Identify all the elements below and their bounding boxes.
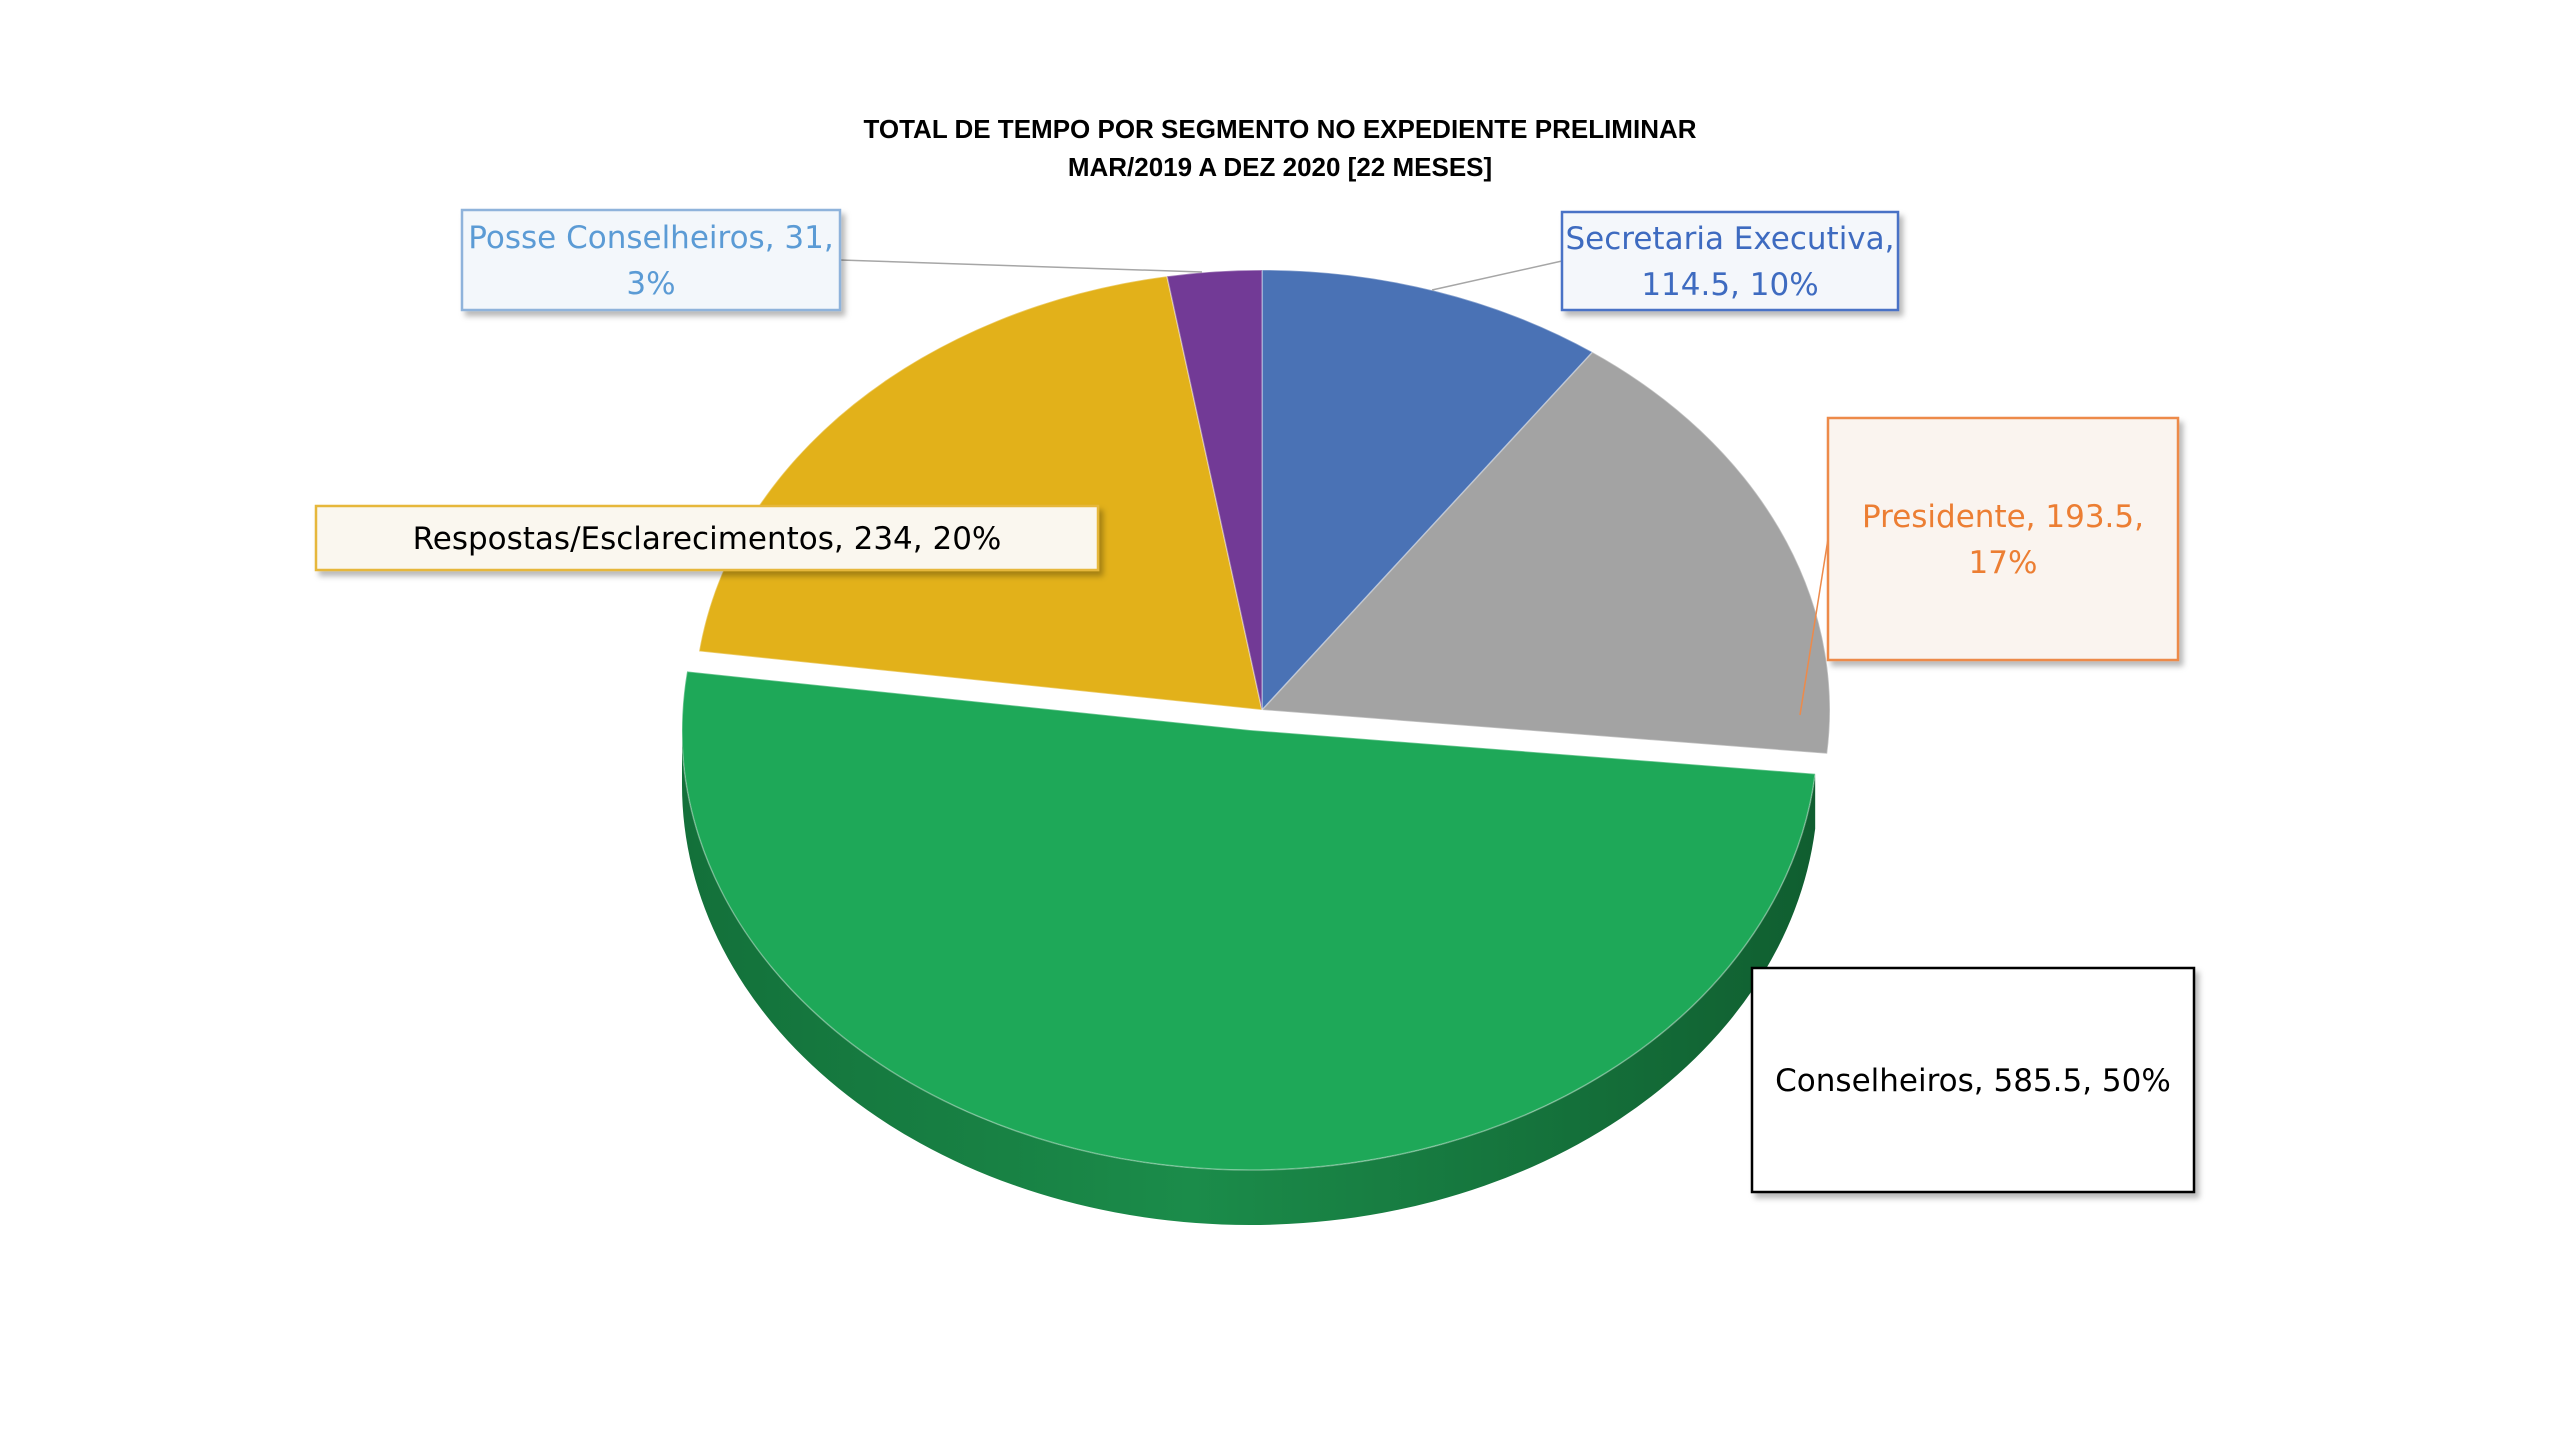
leader-line-secretaria-executiva xyxy=(1431,260,1563,291)
leader-line-presidente xyxy=(1799,538,1829,716)
label-box-presidente xyxy=(1826,416,2180,662)
pie-slice-presidente xyxy=(1260,351,1831,755)
label-box-secretaria-executiva xyxy=(1560,210,1900,312)
label-box-posse-conselheiros xyxy=(460,208,842,312)
pie-slice-posse-conselheiros xyxy=(1166,269,1263,711)
data-label-secretaria-executiva-line-2: 114.5, 10% xyxy=(1641,267,1818,303)
data-label-posse-conselheiros-line-1: Posse Conselheiros, 31, xyxy=(468,220,833,256)
leader-line-posse-conselheiros xyxy=(839,259,1203,273)
label-box-conselheiros xyxy=(1750,966,2196,1194)
data-label-presidente-line-1: Presidente, 193.5, xyxy=(1862,499,2144,535)
pie-slice-respostas-esclarecimentos xyxy=(698,275,1263,711)
data-label-respostas-esclarecimentos: Respostas/Esclarecimentos, 234, 20% xyxy=(413,521,1002,557)
pie-slice-secretaria-executiva xyxy=(1261,269,1594,712)
data-label-conselheiros: Conselheiros, 585.5, 50% xyxy=(1775,1063,2171,1099)
chart-title-line-2: MAR/2019 A DEZ 2020 [22 MESES] xyxy=(1068,152,1492,182)
slice-labels: Secretaria Executiva, 114.5, 10% President… xyxy=(314,208,2196,1194)
data-label-presidente-line-2: 17% xyxy=(1969,545,2038,581)
pie-slice-conselheiros xyxy=(681,670,1817,1171)
data-label-secretaria-executiva-line-1: Secretaria Executiva, xyxy=(1566,221,1895,257)
leader-lines xyxy=(839,259,1829,716)
pie-slices xyxy=(681,269,1831,1171)
label-box-respostas-esclarecimentos xyxy=(314,504,1100,572)
chart-title-line-1: TOTAL DE TEMPO POR SEGMENTO NO EXPEDIENT… xyxy=(863,114,1696,144)
data-label-posse-conselheiros-line-2: 3% xyxy=(626,266,675,302)
